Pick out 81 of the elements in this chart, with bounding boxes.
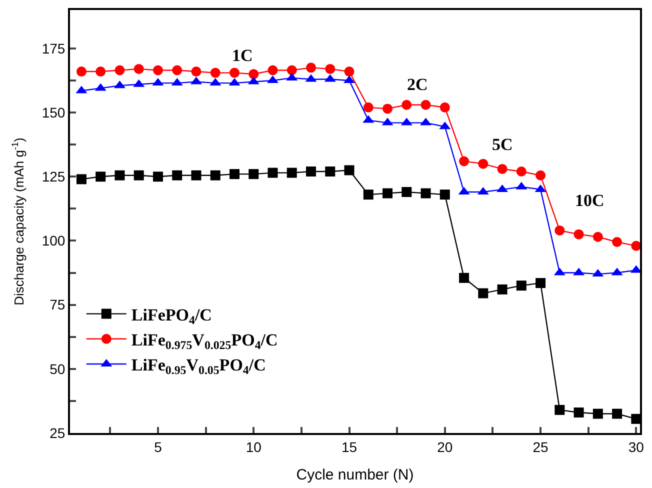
point bbox=[152, 65, 163, 76]
point bbox=[516, 166, 526, 177]
point bbox=[516, 280, 526, 291]
x-axis-title: Cycle number (N) bbox=[296, 466, 414, 484]
y-tick-label: 50 bbox=[50, 360, 66, 377]
point bbox=[191, 170, 202, 180]
point bbox=[210, 68, 220, 78]
point bbox=[363, 190, 374, 200]
point bbox=[478, 158, 488, 169]
x-tick-label: 15 bbox=[341, 438, 358, 455]
point bbox=[344, 66, 354, 77]
point bbox=[554, 225, 565, 236]
point bbox=[402, 100, 412, 110]
annotation: 10C bbox=[575, 191, 604, 210]
point bbox=[248, 69, 259, 80]
x-tick-label: 25 bbox=[532, 438, 549, 455]
annotation: 5C bbox=[492, 135, 513, 154]
legend-label: LiFe$_{0.95}$V$_{0.05}$PO$_{4}$/C bbox=[131, 356, 266, 378]
point bbox=[76, 66, 86, 77]
x-tick-label: 30 bbox=[628, 438, 644, 455]
point bbox=[574, 407, 584, 418]
point bbox=[286, 65, 297, 76]
point bbox=[497, 164, 508, 174]
point bbox=[459, 156, 470, 166]
point bbox=[592, 408, 603, 419]
point bbox=[286, 168, 297, 178]
point bbox=[172, 65, 182, 76]
point bbox=[612, 408, 622, 419]
point bbox=[420, 100, 431, 110]
point bbox=[325, 64, 336, 74]
point bbox=[478, 288, 488, 298]
point bbox=[248, 169, 259, 180]
point bbox=[134, 170, 144, 180]
point bbox=[382, 188, 393, 198]
point bbox=[440, 190, 450, 200]
point bbox=[420, 188, 431, 198]
point bbox=[382, 104, 393, 114]
legend-label: LiFePO$_{4}$/C bbox=[131, 305, 212, 327]
y-tick-label: 75 bbox=[50, 296, 66, 313]
point bbox=[554, 404, 565, 415]
point bbox=[230, 68, 240, 78]
point bbox=[210, 170, 220, 180]
point bbox=[497, 284, 508, 294]
y-tick-label: 150 bbox=[42, 104, 66, 120]
point bbox=[114, 170, 125, 180]
y-tick-label: 175 bbox=[42, 40, 66, 56]
x-tick-label: 5 bbox=[154, 438, 162, 455]
point bbox=[402, 187, 412, 198]
point bbox=[268, 65, 278, 76]
point bbox=[344, 165, 354, 176]
annotation: 2C bbox=[407, 75, 428, 94]
point bbox=[96, 66, 106, 77]
point bbox=[191, 66, 202, 77]
x-tick-label: 20 bbox=[437, 438, 453, 455]
point bbox=[536, 170, 546, 180]
point bbox=[306, 166, 316, 177]
point bbox=[134, 64, 144, 74]
y-tick-label: 125 bbox=[42, 168, 66, 185]
point bbox=[114, 65, 125, 76]
point bbox=[172, 170, 182, 180]
point bbox=[152, 172, 163, 182]
point bbox=[459, 272, 470, 283]
point bbox=[536, 278, 546, 288]
point bbox=[325, 166, 336, 177]
point bbox=[306, 62, 316, 73]
point bbox=[440, 102, 450, 112]
point bbox=[76, 174, 86, 184]
point bbox=[574, 229, 584, 240]
point bbox=[612, 237, 622, 248]
point bbox=[96, 172, 106, 182]
point bbox=[631, 414, 640, 424]
point bbox=[363, 102, 374, 112]
x-tick-label: 10 bbox=[246, 438, 262, 455]
point bbox=[268, 168, 278, 178]
y-tick-label: 25 bbox=[50, 424, 66, 441]
legend-label: LiFe$_{0.975}$V$_{0.025}$PO$_{4}$/C bbox=[131, 330, 278, 352]
annotation: 1C bbox=[232, 46, 253, 65]
y-tick-label: 100 bbox=[42, 232, 66, 249]
point bbox=[230, 169, 240, 180]
point bbox=[592, 232, 603, 242]
point bbox=[631, 240, 640, 251]
